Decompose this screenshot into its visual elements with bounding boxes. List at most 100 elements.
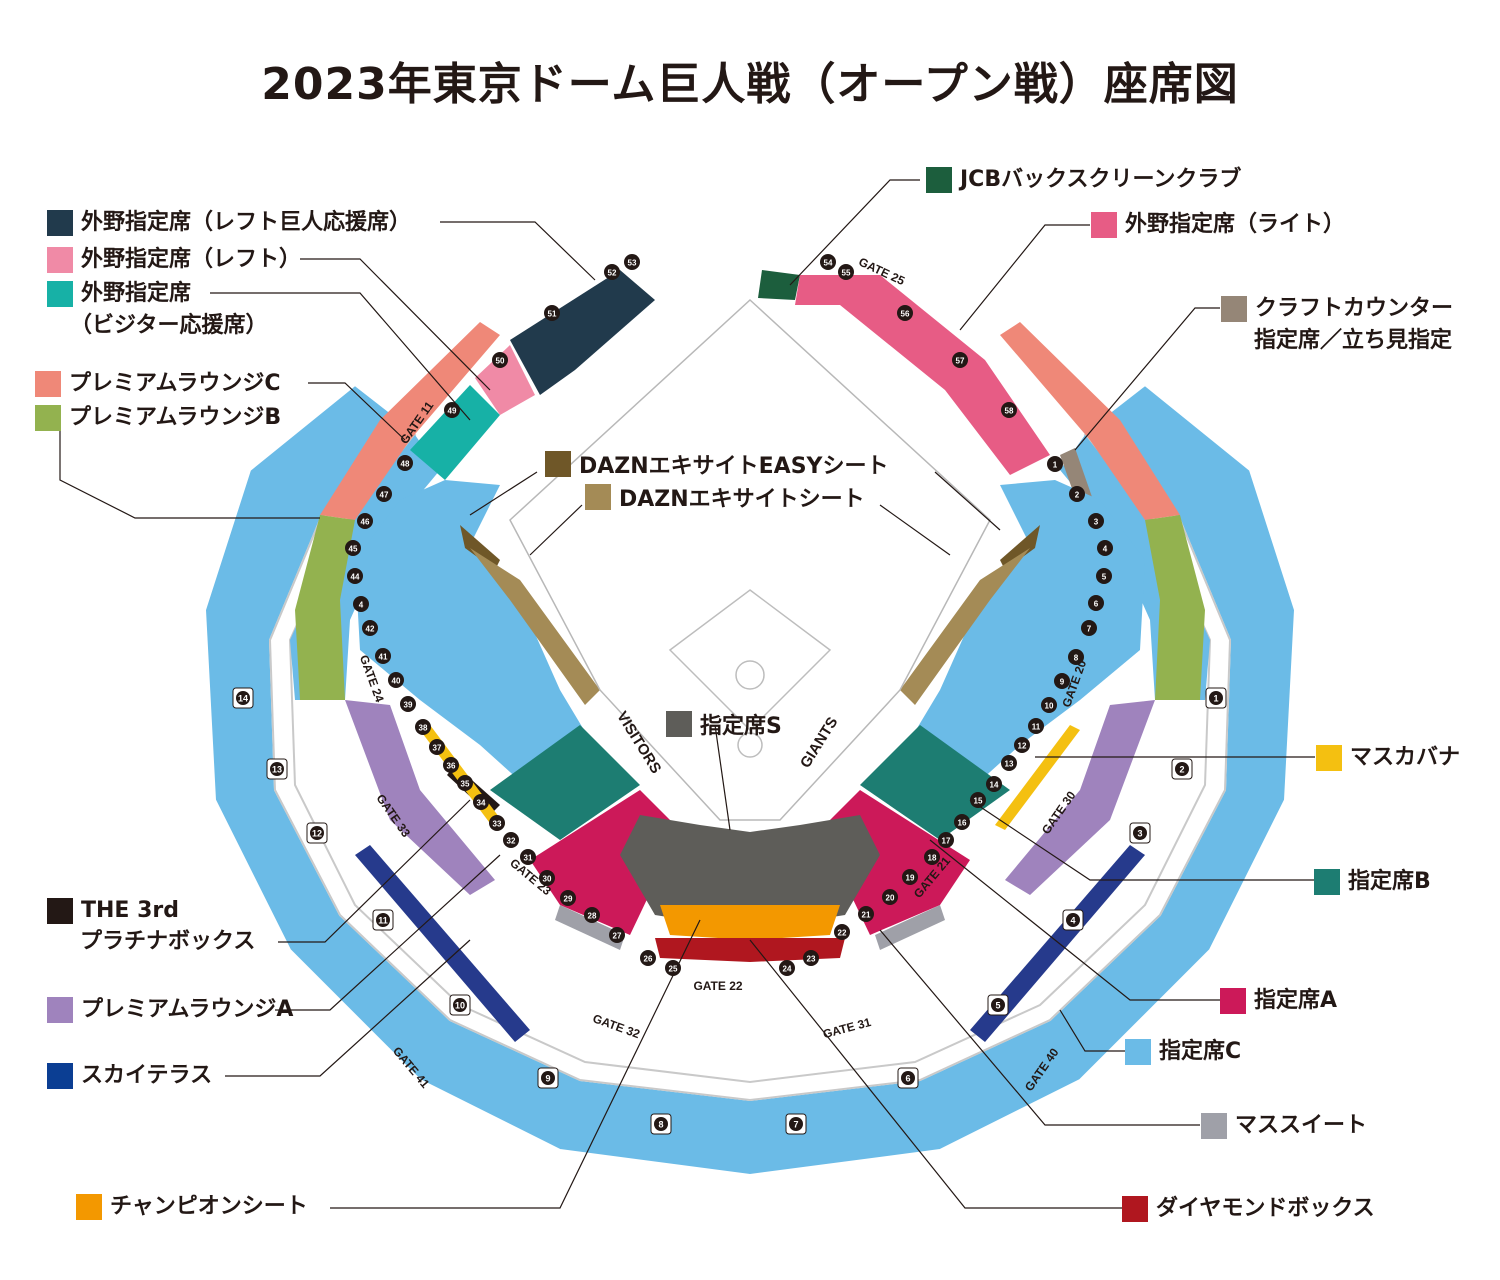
- block-number: 5: [1102, 573, 1107, 582]
- dazn-easy-left[interactable]: [460, 525, 500, 570]
- premium-lounge-c-right[interactable]: [1000, 322, 1180, 520]
- legend-mass-suite[interactable]: マススイート: [1201, 1112, 1367, 1140]
- dazn-easy-label[interactable]: DAZNエキサイトEASYシート: [545, 448, 888, 480]
- block-badge: [1097, 540, 1113, 556]
- gate-label: GATE 32: [591, 1011, 642, 1041]
- legend-premium-c[interactable]: プレミアムラウンジC: [35, 370, 281, 398]
- diamond-box[interactable]: [655, 938, 845, 962]
- premium-lounge-b-right[interactable]: [1145, 515, 1205, 700]
- seat-b-right[interactable]: [860, 725, 1010, 840]
- block-badge: [952, 352, 968, 368]
- legend-seat-a[interactable]: 指定席A: [1220, 987, 1337, 1015]
- legend-gaiya-left[interactable]: 外野指定席（レフト）: [47, 246, 301, 274]
- champion-seat[interactable]: [660, 905, 840, 940]
- block-badge: [624, 254, 640, 270]
- legend-diamond[interactable]: ダイヤモンドボックス: [1122, 1195, 1375, 1223]
- legend-label: マススイート: [1235, 1113, 1368, 1138]
- block-number: 44: [351, 573, 360, 582]
- legend-premium-b[interactable]: プレミアムラウンジB: [35, 404, 281, 432]
- legend-craft[interactable]: クラフトカウンター: [1221, 295, 1453, 323]
- legend-mascabana[interactable]: マスカバナ: [1316, 744, 1460, 772]
- block-number: 40: [392, 677, 401, 686]
- swatch: [1201, 1113, 1227, 1139]
- mass-suite-right[interactable]: [875, 905, 945, 950]
- legend-seat-c[interactable]: 指定席C: [1125, 1038, 1241, 1066]
- legend-champion[interactable]: チャンピオンシート: [76, 1193, 308, 1221]
- block-badge: [1014, 737, 1030, 753]
- outfield-right[interactable]: [795, 275, 1050, 475]
- outfield-stands: [410, 270, 1100, 525]
- block-badge: [1081, 620, 1097, 636]
- outer-block-dot: [654, 1117, 668, 1131]
- legend-label: 指定席A: [1254, 988, 1338, 1013]
- seat-s-label[interactable]: 指定席S: [666, 708, 782, 740]
- premium-lounge-b-left[interactable]: [295, 515, 355, 700]
- sky-terrace-right[interactable]: [970, 845, 1145, 1042]
- swatch: [35, 405, 61, 431]
- outer-block-dot: [1175, 762, 1189, 776]
- mass-suite-left[interactable]: [555, 905, 625, 950]
- block-badge: [376, 486, 392, 502]
- legend-jcb[interactable]: JCBバックスクリーンクラブ: [926, 166, 1241, 194]
- outer-block-number: 7: [793, 1120, 798, 1130]
- block-badge: [1041, 697, 1057, 713]
- legend-label: チャンピオンシート: [110, 1194, 308, 1219]
- seat-c-inner-right[interactable]: [910, 480, 1145, 790]
- block-badge: [834, 924, 850, 940]
- seat-c-inner-left[interactable]: [355, 480, 590, 790]
- legend-label: 外野指定席（レフト巨人応援席）: [81, 210, 412, 235]
- swatch: [47, 997, 73, 1023]
- outfield-left[interactable]: [475, 345, 535, 415]
- sky-terrace-left[interactable]: [355, 845, 530, 1042]
- premium-lounge-a-left[interactable]: [345, 700, 495, 895]
- dazn-label[interactable]: DAZNエキサイトシート: [585, 481, 865, 513]
- outfield-left-visitor[interactable]: [410, 385, 500, 480]
- jcb-backscreen-club[interactable]: [758, 270, 800, 300]
- block-badge: [503, 832, 519, 848]
- block-number: 45: [349, 545, 358, 554]
- block-number: 19: [906, 874, 915, 883]
- legend-premium-a[interactable]: プレミアムラウンジA: [47, 996, 293, 1024]
- legend-gaiya-right[interactable]: 外野指定席（ライト）: [1091, 211, 1345, 239]
- block-number: 10: [1045, 702, 1054, 711]
- block-number: 47: [380, 491, 389, 500]
- legend-the3rd[interactable]: THE 3rd: [47, 897, 179, 925]
- block-number: 12: [1018, 742, 1027, 751]
- block-number: 20: [886, 894, 895, 903]
- legend-label-2: （ビジター応援席）: [70, 313, 268, 338]
- mascabana-right[interactable]: [995, 725, 1080, 830]
- legend-label: 外野指定席（レフト）: [81, 247, 302, 272]
- block-number: 13: [1005, 760, 1014, 769]
- block-number: 53: [628, 259, 637, 268]
- swatch: [1125, 1039, 1151, 1065]
- legend-sky-terrace[interactable]: スカイテラス: [47, 1062, 212, 1090]
- seat-b-left[interactable]: [490, 725, 640, 840]
- swatch: [1314, 869, 1340, 895]
- legend-seat-b[interactable]: 指定席B: [1314, 868, 1431, 896]
- block-number: 27: [613, 932, 622, 941]
- block-number: 29: [564, 895, 573, 904]
- legend-gaiya-left-kyojin[interactable]: 外野指定席（レフト巨人応援席）: [47, 209, 411, 237]
- dazn-seat-left[interactable]: [470, 548, 600, 705]
- block-badge: [388, 672, 404, 688]
- dazn-seat-right[interactable]: [900, 548, 1030, 705]
- outfield-left-giants[interactable]: [510, 270, 655, 395]
- legend-label: マスカバナ: [1350, 745, 1461, 770]
- block-badge: [820, 254, 836, 270]
- seat-s[interactable]: [620, 815, 880, 930]
- block-number: 38: [419, 724, 428, 733]
- premium-lounge-c-left[interactable]: [320, 322, 500, 520]
- block-badge: [400, 696, 416, 712]
- legend-gaiya-visitor-sub: （ビジター応援席）: [70, 312, 268, 340]
- block-badge: [544, 305, 560, 321]
- premium-lounge-a-right[interactable]: [1005, 700, 1155, 895]
- sky-terraces: [355, 845, 1145, 1042]
- block-badge: [1088, 513, 1104, 529]
- dazn-easy-right[interactable]: [1000, 525, 1040, 570]
- block-number: 11: [1032, 723, 1041, 732]
- seat-s-text: 指定席S: [700, 714, 782, 739]
- swatch: [1091, 212, 1117, 238]
- legend-gaiya-visitor[interactable]: 外野指定席: [47, 280, 191, 308]
- outer-block-number: 12: [312, 829, 322, 839]
